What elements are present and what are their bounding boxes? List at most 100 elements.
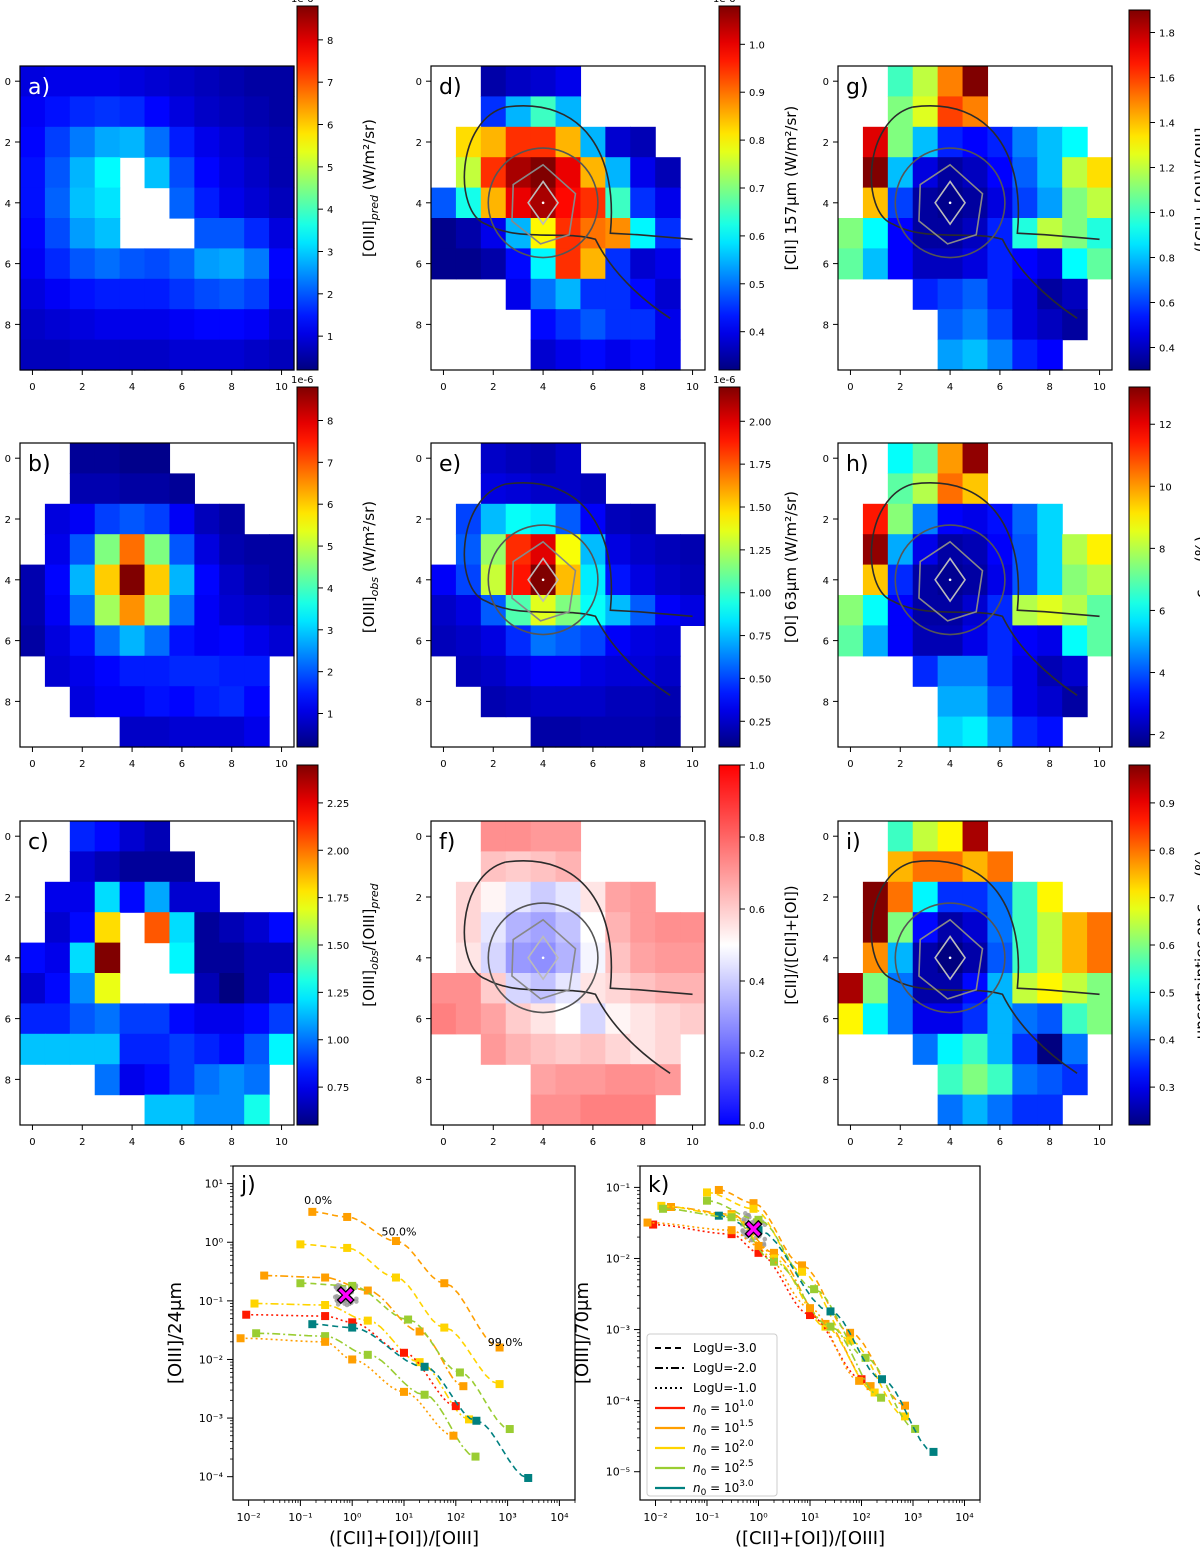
heatmap-cell	[94, 534, 121, 566]
heatmap-cell	[20, 66, 46, 97]
x-tick-label: 2	[490, 382, 496, 393]
colorbar-label-main: ([CII]+[OI])/[OIII]	[1192, 127, 1200, 252]
x-tick-label: 8	[229, 382, 235, 393]
model-marker	[415, 1327, 424, 1336]
y-tick-label: 0	[5, 454, 11, 465]
model-marker	[495, 1343, 504, 1352]
heatmap-cell	[962, 1094, 989, 1126]
x-tick-label: 0	[29, 759, 35, 770]
heatmap-cell	[219, 248, 245, 280]
heatmap-cell	[194, 595, 220, 626]
heatmap-cell	[455, 655, 482, 687]
heatmap-cell	[1037, 973, 1063, 1004]
heatmap-cell	[1087, 912, 1113, 944]
heatmap-cell	[169, 473, 195, 505]
heatmap-cell	[94, 686, 121, 718]
x-tick-label: 8	[1047, 382, 1053, 393]
contour-outer-path	[912, 482, 1100, 618]
colorbar-tick-label: 3	[327, 626, 333, 637]
heatmap-cell	[69, 503, 96, 535]
y-tick-label: 10⁰	[205, 1236, 224, 1249]
colorbar-label-main: [OIII]	[360, 220, 378, 257]
heatmap-cell	[655, 278, 681, 310]
heatmap-cell	[962, 278, 989, 310]
x-tick-label: 10⁰	[343, 1511, 362, 1524]
heatmap-cell	[912, 534, 939, 566]
contour-ring-2	[511, 163, 577, 245]
heatmap-cell	[455, 973, 482, 1004]
heatmap-cell	[1062, 248, 1088, 280]
heatmap-cell	[530, 248, 557, 280]
heatmap-cell	[630, 564, 656, 596]
heatmap-cell	[144, 595, 171, 626]
heatmap-cell	[169, 96, 195, 128]
heatmap-cell	[20, 309, 46, 341]
heatmap-cell	[169, 503, 195, 535]
y-tick-label: 0	[416, 454, 422, 465]
heatmap-cell	[605, 339, 631, 371]
heatmap-cell	[912, 157, 939, 189]
heatmap-cell	[580, 218, 606, 249]
heatmap-cell	[69, 443, 96, 474]
heatmap-cell	[962, 339, 989, 371]
colorbar-tick-label: 8	[1159, 544, 1165, 555]
heatmap-cell	[912, 1003, 939, 1035]
y-tick-label: 0	[823, 454, 829, 465]
heatmap-cell	[144, 443, 171, 474]
heatmap-cell	[1012, 503, 1038, 535]
model-marker	[754, 1215, 763, 1224]
model-marker	[400, 1348, 408, 1357]
x-tick-label: 10	[1093, 759, 1106, 770]
model-curve	[264, 1274, 464, 1387]
heatmap-cell	[505, 686, 532, 718]
colorbar-tick-label: 1.00	[327, 1036, 349, 1047]
heatmap-cell	[862, 503, 889, 535]
heatmap-cell	[44, 503, 71, 535]
heatmap-cell	[244, 126, 270, 158]
colorbar-tick-label: 5	[327, 542, 333, 553]
heatmap-cell	[505, 248, 532, 280]
heatmap-cell	[530, 278, 557, 310]
y-tick-label: 0	[5, 77, 11, 88]
heatmap-cell	[94, 126, 121, 158]
heatmap-cell	[144, 66, 171, 97]
heatmap-cell	[455, 881, 482, 913]
heatmap-cell	[937, 625, 964, 657]
heatmap-cell	[887, 821, 914, 852]
heatmap-cell	[987, 1064, 1013, 1096]
colorbar	[718, 5, 741, 371]
heatmap-cell	[94, 655, 121, 687]
colorbar-tick-label: 6	[1159, 606, 1165, 617]
heatmap-cell	[269, 912, 295, 944]
heatmap-cell	[480, 1003, 507, 1035]
heatmap-cell	[69, 187, 96, 219]
axes-frame	[19, 65, 295, 371]
heatmap-cell	[1012, 339, 1038, 371]
heatmap-cell	[144, 278, 171, 310]
heatmap-cell	[555, 821, 582, 852]
colorbar-tick-label: 0.4	[1159, 344, 1175, 355]
heatmap-cell	[219, 339, 245, 371]
heatmap-cell	[505, 625, 532, 657]
heatmap-cell	[69, 851, 96, 883]
heatmap-cell	[505, 1003, 532, 1035]
highlight-marker	[338, 1287, 353, 1303]
contour-tail-path	[870, 483, 1078, 696]
heatmap-cell	[269, 595, 295, 626]
heatmap-cell	[580, 973, 606, 1004]
x-tick-label: 8	[640, 1137, 646, 1148]
heatmap-cell	[530, 821, 557, 852]
heatmap-cell	[194, 1094, 220, 1126]
heatmap-cell	[505, 564, 532, 596]
panel-label: a)	[28, 75, 50, 100]
x-tick-label: 4	[947, 759, 953, 770]
model-marker	[321, 1300, 330, 1309]
heatmap-cell	[44, 278, 71, 310]
heatmap-cell	[169, 187, 195, 219]
heatmap-cell	[269, 309, 295, 341]
contour-outer-path	[505, 482, 693, 618]
heatmap-cell	[505, 66, 532, 97]
heatmap-cell	[937, 503, 964, 535]
heatmap-cell	[887, 942, 914, 974]
